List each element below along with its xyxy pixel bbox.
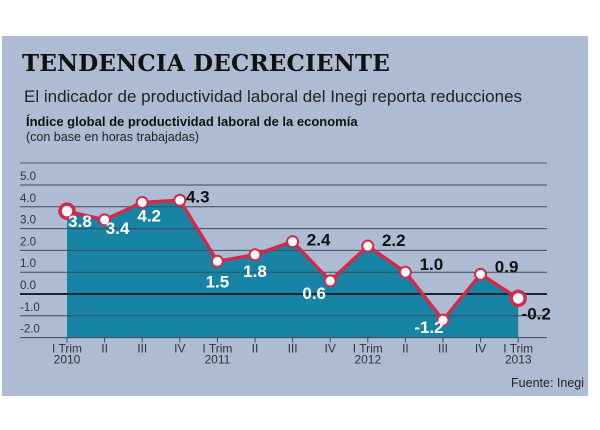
x-tick-label: I Trim (353, 342, 383, 356)
data-point (58, 202, 76, 220)
data-label: -0.2 (522, 304, 551, 323)
area-fill (67, 200, 519, 338)
x-tick-label: 2012 (354, 353, 381, 367)
y-tick-label: 0.0 (20, 280, 36, 292)
y-tick-label: 1.0 (20, 258, 36, 270)
data-point (323, 274, 337, 288)
chart-note: (con base en horas trabajadas) (26, 130, 200, 144)
data-point (361, 239, 375, 253)
data-label: 4.2 (137, 206, 161, 225)
data-point (98, 213, 112, 227)
data-label: 2.4 (307, 231, 331, 250)
data-point (436, 313, 450, 327)
y-tick-label: -1.0 (20, 302, 40, 314)
x-tick-label: II (402, 342, 409, 356)
x-tick-label: IV (475, 342, 486, 356)
x-tick-label: 2013 (505, 353, 532, 367)
chart-headline: TENDENCIA DECRECIENTE (22, 50, 390, 77)
x-tick-label: 2011 (204, 353, 230, 367)
data-label: 3.8 (68, 212, 92, 231)
x-tick-label: I Trim (503, 342, 533, 356)
data-point (286, 235, 300, 249)
data-point (173, 193, 187, 207)
chart-title: Índice global de productividad laboral d… (26, 114, 358, 129)
source-note: Fuente: Inegi (511, 376, 584, 390)
data-point (248, 248, 262, 262)
data-label: 2.2 (382, 231, 406, 250)
x-tick-label: 2010 (54, 353, 81, 367)
x-tick-label: II (252, 342, 259, 356)
y-tick-label: 5.0 (20, 171, 36, 183)
data-label: 4.3 (186, 187, 210, 206)
x-tick-label: I Trim (52, 342, 82, 356)
y-tick-label: 2.0 (20, 236, 36, 248)
x-tick-label: III (438, 342, 448, 356)
data-label: 0.6 (302, 284, 326, 303)
data-label: 3.4 (106, 219, 130, 238)
x-tick-label: II (101, 342, 108, 356)
x-tick-label: IV (174, 342, 185, 356)
data-label: 1.8 (243, 262, 267, 281)
x-tick-label: III (137, 342, 147, 356)
data-label: 1.5 (206, 272, 230, 291)
chart-subtitle: El indicador de productividad laboral de… (24, 87, 523, 106)
data-label: -1.2 (414, 318, 443, 337)
data-point (398, 265, 412, 279)
data-label: 1.0 (420, 255, 444, 274)
y-tick-label: -2.0 (20, 324, 40, 336)
x-tick-label: III (288, 342, 298, 356)
data-point (509, 289, 527, 308)
data-point (210, 254, 224, 268)
data-label: 0.9 (495, 257, 519, 276)
data-point (135, 195, 149, 209)
x-tick-label: I Trim (202, 342, 232, 356)
x-tick-label: IV (325, 342, 336, 356)
y-tick-label: 3.0 (20, 215, 36, 227)
y-tick-label: 4.0 (20, 193, 36, 205)
data-point (474, 267, 488, 281)
